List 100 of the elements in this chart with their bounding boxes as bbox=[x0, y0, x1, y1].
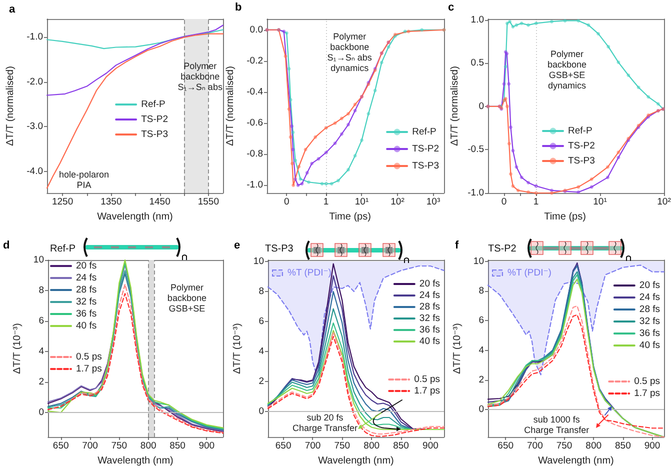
chart-title: d bbox=[3, 240, 10, 252]
legend-label: 24 fs bbox=[76, 272, 97, 284]
x-tick-label: 900 bbox=[422, 440, 438, 452]
x-tick-label: 1250 bbox=[52, 196, 74, 208]
x-tick-label: 650 bbox=[52, 440, 69, 452]
legend-label: TS-P2 bbox=[141, 114, 168, 125]
legend-label: Ref-P bbox=[412, 126, 436, 138]
legend-label: TS-P3 bbox=[568, 156, 595, 166]
legend-label: Ref-P bbox=[141, 99, 166, 110]
y-axis-title: ΔT/T (normalised) bbox=[225, 66, 236, 146]
legend-label: TS-P2 bbox=[568, 140, 595, 152]
legend-label: 32 fs bbox=[639, 316, 660, 327]
x-tick-label: 10¹ bbox=[593, 196, 607, 208]
x-tick-label: 1 bbox=[533, 196, 539, 208]
y-tick-label: 6 bbox=[258, 316, 264, 327]
x-tick-label: 800 bbox=[586, 440, 602, 452]
chart-title: c bbox=[448, 2, 454, 14]
y-tick-label: -1.0 bbox=[468, 188, 484, 198]
y-axis-title: ΔT/T (10⁻³) bbox=[452, 323, 464, 374]
x-tick-label: 1550 bbox=[198, 196, 219, 208]
y-tick-label: 4 bbox=[478, 344, 484, 356]
chart-subtitle: TS-P2 bbox=[488, 244, 517, 254]
y-tick-label: 10 bbox=[253, 256, 264, 267]
y-tick-label: 0 bbox=[478, 100, 484, 112]
legend-label: 40 fs bbox=[419, 336, 440, 347]
x-tick-label: 10² bbox=[390, 196, 404, 208]
x-tick-label: 850 bbox=[170, 440, 186, 452]
legend-label: 0.5 ps bbox=[634, 376, 660, 387]
x-tick-label: 1450 bbox=[149, 196, 170, 208]
legend-label: 36 fs bbox=[639, 328, 660, 339]
legend-label: 36 fs bbox=[76, 308, 97, 320]
legend-label: 40 fs bbox=[76, 320, 97, 332]
legend-label: 32 fs bbox=[419, 313, 440, 324]
y-axis-title: ΔT/T (normalised) bbox=[5, 66, 16, 146]
annotation: Polymer backbone GSB+SE bbox=[167, 282, 206, 314]
legend-label: 1.7 ps bbox=[634, 388, 660, 399]
legend-label: 24 fs bbox=[639, 292, 660, 303]
legend-label: TS-P3 bbox=[141, 129, 168, 140]
legend-label: 0.5 ps bbox=[414, 374, 440, 385]
y-axis-title: ΔT/T (10⁻³) bbox=[12, 323, 24, 374]
x-tick-label: 700 bbox=[527, 440, 543, 452]
y-tick-label: 8 bbox=[258, 286, 264, 297]
x-tick-label: 10³ bbox=[426, 196, 440, 208]
x-tick-label: 650 bbox=[275, 440, 292, 452]
x-tick-label: 900 bbox=[198, 440, 215, 452]
y-tick-label: -0.8 bbox=[246, 148, 263, 160]
y-tick-label: 4 bbox=[38, 346, 44, 358]
y-tick-label: 1.0 bbox=[470, 14, 484, 26]
y-tick-label: -0.6 bbox=[246, 118, 263, 129]
legend-label: 20 fs bbox=[419, 278, 440, 290]
y-tick-label: 0.5 bbox=[470, 58, 484, 69]
y-tick-label: -0.5 bbox=[468, 144, 484, 156]
legend-label: 28 fs bbox=[639, 304, 660, 315]
legend-label: 40 fs bbox=[639, 340, 660, 351]
x-tick-label: 10² bbox=[657, 196, 671, 208]
y-tick-label: -0.2 bbox=[246, 55, 263, 66]
x-tick-label: 850 bbox=[393, 440, 409, 452]
x-tick-label: 0 bbox=[501, 196, 507, 208]
legend-label: Ref-P bbox=[568, 126, 592, 136]
x-tick-label: 10¹ bbox=[354, 196, 369, 208]
y-tick-label: 10 bbox=[473, 256, 484, 267]
y-tick-label: -1.0 bbox=[246, 180, 263, 191]
x-axis-title: Wavelength (nm) bbox=[318, 455, 394, 466]
y-tick-label: 0 bbox=[38, 407, 44, 418]
legend-label: 36 fs bbox=[419, 324, 440, 336]
x-tick-label: 700 bbox=[304, 440, 321, 452]
y-tick-label: -0.4 bbox=[246, 86, 263, 98]
annotation: Polymer backbone GSB+SE dynamics bbox=[547, 49, 586, 91]
y-tick-label: 10 bbox=[33, 254, 44, 266]
y-tick-label: -2.0 bbox=[26, 76, 43, 88]
legend-label: TS-P3 bbox=[412, 160, 440, 172]
y-tick-label: 4 bbox=[258, 346, 264, 357]
x-tick-label: 750 bbox=[556, 440, 572, 452]
legend-label: 24 fs bbox=[419, 290, 440, 301]
x-tick-label: 800 bbox=[364, 440, 380, 452]
legend-label: 1.7 ps bbox=[76, 364, 102, 374]
y-tick-label: -1.0 bbox=[26, 31, 43, 42]
legend-label: %T (PDI⁻) bbox=[288, 268, 332, 278]
chart-title: f bbox=[455, 240, 459, 252]
y-tick-label: 2 bbox=[258, 376, 264, 387]
y-tick-label: 0 bbox=[258, 406, 264, 417]
x-axis-title: Time (ps) bbox=[329, 212, 371, 222]
y-tick-label: 6 bbox=[478, 315, 484, 326]
y-tick-label: 0 bbox=[478, 404, 484, 416]
y-tick-label: 2 bbox=[478, 374, 484, 386]
x-tick-label: 800 bbox=[140, 440, 156, 452]
legend-label: TS-P2 bbox=[412, 144, 440, 154]
y-tick-label: 8 bbox=[478, 286, 484, 297]
chart-title: b bbox=[235, 2, 242, 14]
x-axis-title: Wavelength (nm) bbox=[97, 212, 173, 222]
annotation: Polymer backbone S₁→Sₙ abs bbox=[178, 60, 223, 92]
legend-label: 32 fs bbox=[76, 296, 97, 308]
x-tick-label: 0 bbox=[284, 196, 290, 208]
chart-subtitle: TS-P3 bbox=[265, 244, 294, 254]
legend-label: 20 fs bbox=[76, 260, 97, 272]
x-tick-label: 750 bbox=[111, 440, 128, 452]
x-axis-title: Time (ps) bbox=[544, 212, 586, 222]
chart-subtitle: Ref-P bbox=[50, 244, 76, 254]
annotation: sub 1000 fs Charge Transfer bbox=[524, 414, 590, 435]
x-axis-title: Wavelength (nm) bbox=[538, 455, 614, 466]
